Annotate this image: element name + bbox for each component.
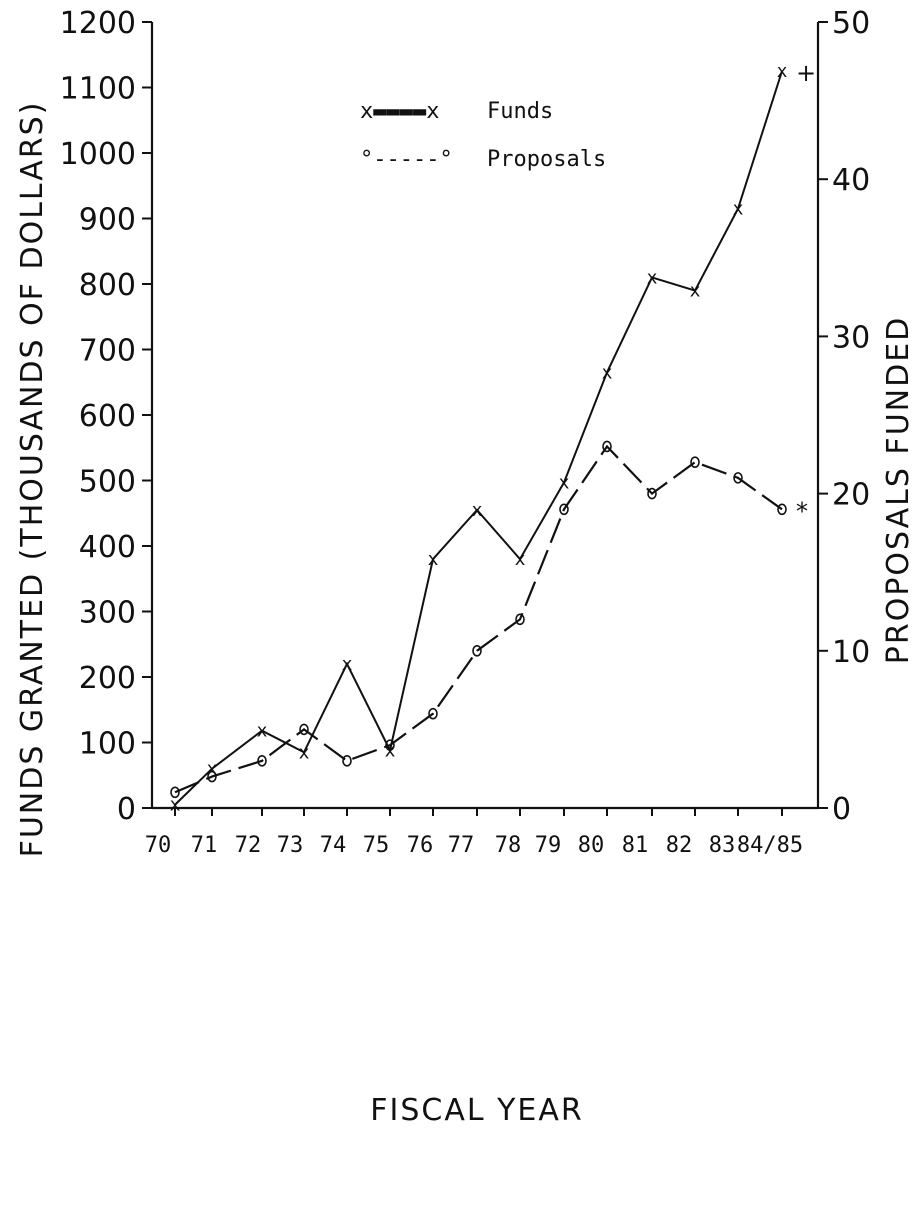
y-tick-label: 0: [117, 792, 136, 827]
funds-line: [174, 70, 783, 806]
funds-point: x: [690, 281, 701, 302]
x-tick-label: 84/85: [737, 833, 803, 858]
funds-point: x: [207, 759, 218, 780]
proposals-point: [385, 739, 395, 751]
proposals-point: [647, 487, 657, 500]
y2-tick-label: 10: [832, 635, 870, 670]
x-tick-label: 70: [145, 833, 172, 858]
y2-tick-label: 30: [832, 320, 870, 355]
funds-point: x: [299, 742, 310, 763]
funds-point: x: [257, 721, 268, 742]
funds-point: x: [428, 549, 439, 570]
y-tick-label: 1000: [60, 137, 136, 172]
y-axis-title: FUNDS GRANTED (THOUSANDS OF DOLLARS): [15, 101, 50, 858]
y2-tick-label: 20: [832, 478, 870, 513]
right-axis-ticks: 0 10 20 30 40 50: [818, 6, 870, 827]
proposals-point: [733, 472, 743, 484]
funds-point: x: [602, 362, 613, 383]
legend: x▬▬▬▬x Funds °-----° Proposals: [360, 99, 606, 172]
funds-point: x: [777, 61, 788, 82]
x-tick-label: 75: [363, 833, 390, 858]
y-tick-label: 400: [79, 530, 136, 565]
funds-end-annotation: +: [796, 59, 816, 87]
x-tick-label: 78: [495, 833, 522, 858]
x-tick-label: 77: [448, 833, 475, 858]
y2-tick-label: 0: [832, 792, 851, 827]
y2-axis-title: PROPOSALS FUNDED: [881, 316, 916, 664]
proposals-point: [257, 755, 267, 767]
funds-point: x: [472, 500, 483, 521]
proposals-point: [342, 755, 352, 767]
y-tick-label: 300: [79, 596, 136, 631]
proposals-point: [690, 456, 700, 468]
proposals-point: [559, 503, 569, 516]
proposals-end-annotation: *: [796, 497, 808, 525]
y-tick-label: 1100: [60, 72, 136, 107]
proposals-point: [777, 503, 787, 516]
funds-point: x: [170, 795, 181, 816]
funds-point: x: [342, 654, 353, 675]
x-axis-title: FISCAL YEAR: [370, 1093, 584, 1128]
funds-point: x: [647, 267, 658, 288]
x-axis-ticks: 70 71 72 73 74 75 76 77 78 79 80 81 82 83 84/85: [145, 808, 803, 858]
left-axis-ticks: 0 100 200 300 400 500 600 700 800 900 1000 1100 1200: [60, 6, 152, 827]
legend-funds-label: Funds: [487, 99, 553, 124]
x-tick-label: 81: [622, 833, 649, 858]
y-tick-label: 600: [79, 399, 136, 434]
legend-funds-symbol: x▬▬▬▬x: [360, 99, 439, 124]
x-tick-label: 83: [709, 833, 736, 858]
y-tick-label: 200: [79, 661, 136, 696]
proposals-line: [174, 444, 783, 794]
y-tick-label: 500: [79, 465, 136, 500]
y-tick-label: 1200: [60, 6, 136, 41]
y2-tick-label: 40: [832, 163, 870, 198]
x-tick-label: 73: [277, 833, 304, 858]
proposals-point: [299, 723, 309, 736]
proposals-point: [428, 707, 438, 720]
y-tick-label: 700: [79, 334, 136, 369]
funds-point: x: [733, 199, 744, 220]
x-tick-label: 76: [407, 833, 434, 858]
y-tick-label: 800: [79, 268, 136, 303]
proposals-point: [602, 440, 612, 453]
y-tick-label: 900: [79, 203, 136, 238]
y-tick-label: 100: [79, 727, 136, 762]
x-tick-label: 79: [535, 833, 562, 858]
x-tick-label: 71: [191, 833, 218, 858]
proposals-point: [515, 613, 525, 626]
proposals-point: [472, 644, 482, 657]
x-tick-label: 74: [320, 833, 347, 858]
y2-tick-label: 50: [832, 6, 870, 41]
legend-proposals-symbol: °-----°: [360, 147, 453, 172]
legend-proposals-label: Proposals: [487, 147, 606, 172]
funds-point: x: [559, 472, 570, 493]
x-tick-label: 72: [235, 833, 262, 858]
proposals-point: [207, 770, 217, 783]
proposals-point: [170, 786, 180, 799]
x-tick-label: 82: [666, 833, 693, 858]
x-tick-label: 80: [578, 833, 605, 858]
funds-point: x: [515, 549, 526, 570]
axes: [150, 22, 820, 810]
